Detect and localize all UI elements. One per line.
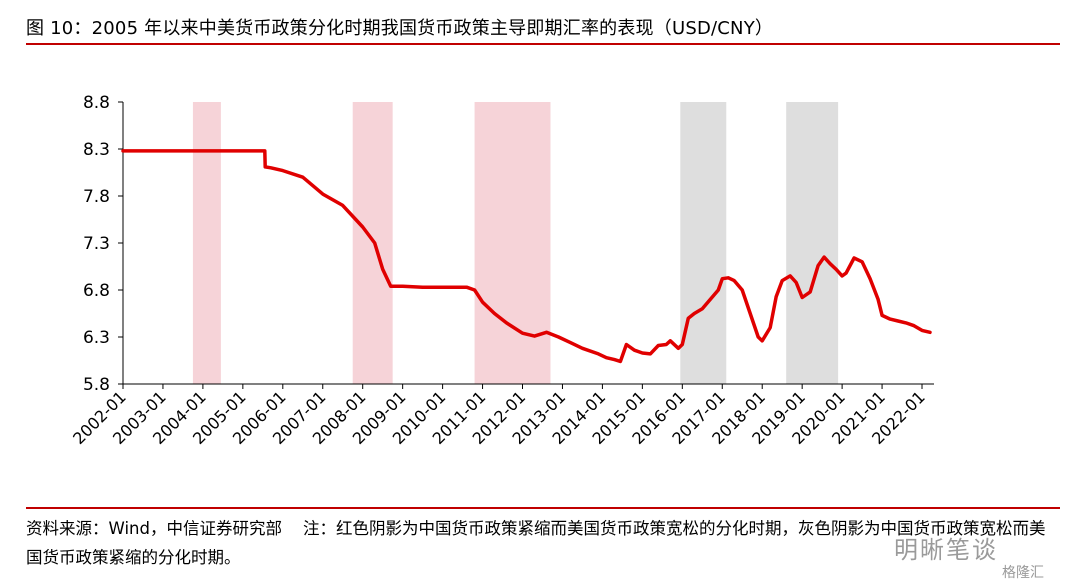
shaded-period-grey-5 [786,102,839,384]
y-tick-label: 8.8 [83,93,110,113]
y-tick-label: 7.8 [83,187,110,207]
y-tick-label: 7.3 [83,234,110,254]
title-rule [26,43,1060,45]
footer-rule [26,507,1060,509]
x-tick-labels: 2002-012003-012004-012005-012006-012007-… [69,384,929,448]
watermark-sub: 格隆汇 [1002,565,1044,581]
series-line-usd-cny [121,149,932,364]
y-tick-label: 5.8 [83,375,110,395]
source-text: 资料来源：Wind，中信证券研究部 [26,519,282,538]
shaded-periods [192,102,839,384]
y-tick-labels: 8.8 8.3 7.8 7.3 6.8 6.3 5.8 [83,93,123,395]
shaded-period-red-1 [192,102,221,384]
page-title: 图 10：2005 年以来中美货币政策分化时期我国货币政策主导即期汇率的表现（U… [26,18,774,39]
watermark-main: 明晰笔谈 [894,536,998,564]
y-tick-label: 6.8 [83,281,110,301]
exchange-rate-chart: 8.8 8.3 7.8 7.3 6.8 6.3 5.8 2002-012003-012004… [69,93,934,448]
note-text: 注：红色阴影为中国货币政策紧缩而美国货币政策宽松的分化时期，灰色阴影为中国货币政… [26,519,1046,567]
y-tick-label: 6.3 [83,328,110,348]
source-note: 资料来源：Wind，中信证券研究部 注：红色阴影为中国货币政策紧缩而美国货币政策… [26,514,1060,572]
y-tick-label: 8.3 [83,140,110,160]
shaded-period-red-3 [474,102,551,384]
shaded-period-grey-4 [680,102,727,384]
